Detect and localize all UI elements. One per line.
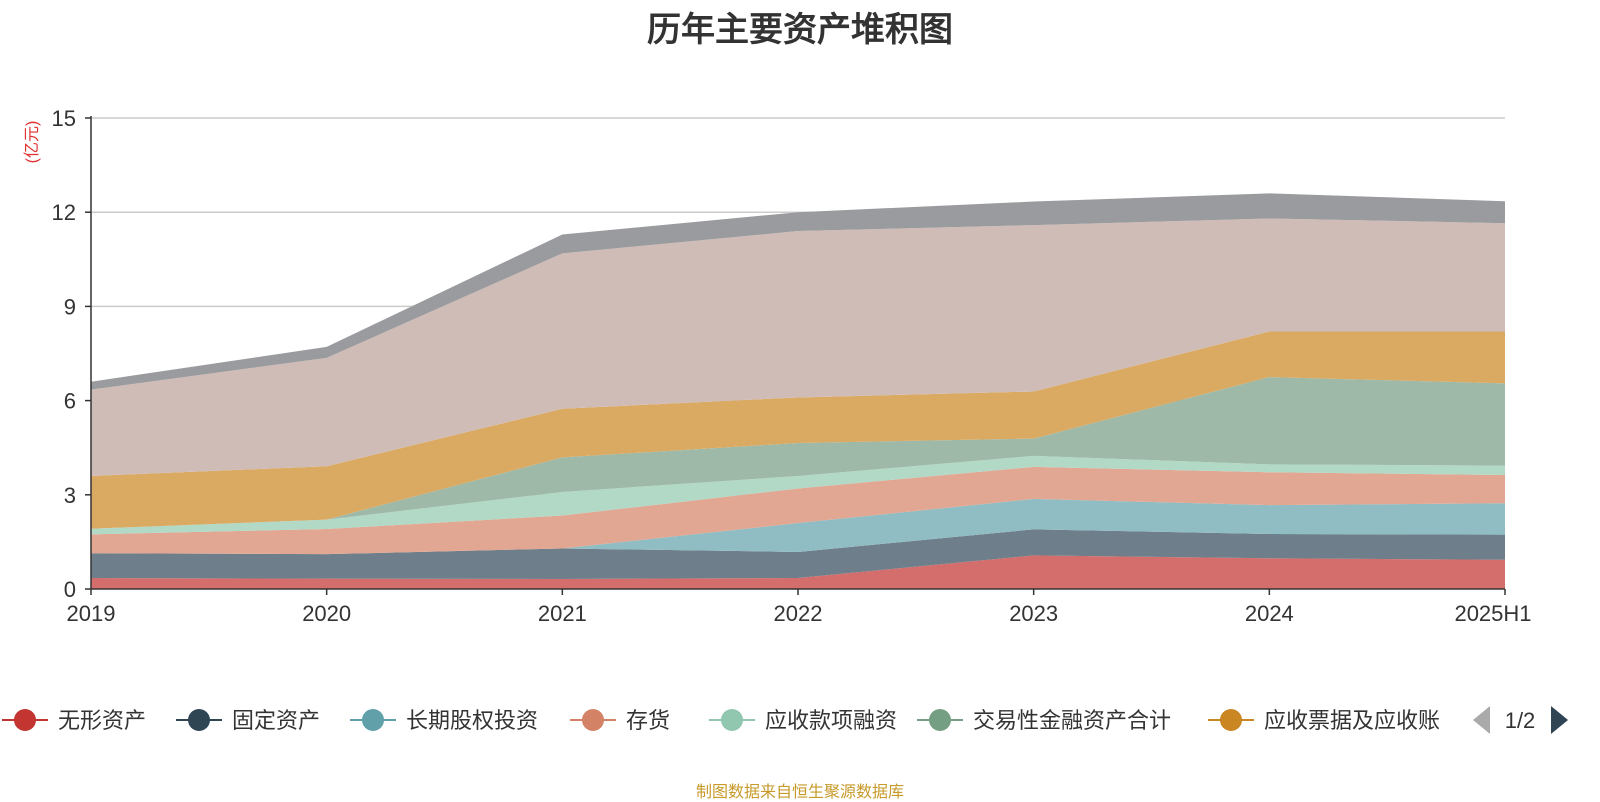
x-tick-label: 2020 (302, 601, 351, 626)
x-tick-label: 2019 (67, 601, 116, 626)
y-tick-label: 12 (52, 200, 76, 225)
legend-marker (1220, 709, 1242, 731)
legend-item-1[interactable]: 无形资产 (2, 708, 146, 733)
legend-item-5[interactable]: 应收款项融资 (709, 708, 897, 733)
legend-label: 存货 (626, 708, 670, 733)
legend: 无形资产 固定资产 长期股权投资 存货 应收款项融资 交易性金融资产合计 应收票据及应收账 1… (2, 706, 1568, 734)
legend-marker (362, 709, 384, 731)
legend-item-7[interactable]: 应收票据及应收账 (1208, 708, 1440, 733)
y-tick-label: 9 (64, 294, 76, 319)
y-tick-label: 3 (64, 483, 76, 508)
legend-item-4[interactable]: 存货 (570, 708, 670, 733)
legend-page-indicator: 1/2 (1505, 708, 1536, 733)
y-tick-label: 0 (64, 577, 76, 602)
legend-item-3[interactable]: 长期股权投资 (350, 708, 538, 733)
area-series-2 (91, 529, 1505, 579)
y-unit-label: (亿元) (23, 121, 41, 164)
y-tick-label: 15 (52, 106, 76, 131)
x-tick-label: 2022 (774, 601, 823, 626)
legend-label: 交易性金融资产合计 (973, 708, 1171, 733)
area-series-3 (91, 498, 1505, 555)
area-series-1 (91, 555, 1505, 589)
area-series-6 (91, 377, 1505, 529)
area-series-8 (91, 218, 1505, 476)
legend-label: 无形资产 (58, 708, 146, 733)
chart-title: 历年主要资产堆积图 (647, 10, 953, 50)
legend-next-page-icon[interactable] (1551, 706, 1568, 734)
legend-label: 应收款项融资 (765, 708, 897, 733)
axes: 0 3 6 9 12 15 2019 2020 2021 2022 2023 2024 2025H1 (52, 106, 1532, 626)
legend-item-2[interactable]: 固定资产 (176, 708, 320, 733)
legend-marker (188, 709, 210, 731)
legend-label: 应收票据及应收账 (1264, 708, 1440, 733)
area-series-9 (91, 193, 1505, 390)
x-tick-label: 2023 (1009, 601, 1058, 626)
legend-label: 长期股权投资 (406, 708, 538, 733)
legend-marker (721, 709, 743, 731)
legend-marker (929, 709, 951, 731)
legend-label: 固定资产 (232, 708, 320, 733)
legend-marker (14, 709, 36, 731)
x-tick-label: 2021 (538, 601, 587, 626)
legend-marker (582, 709, 604, 731)
area-series-7 (91, 331, 1505, 529)
area-series-5 (91, 455, 1505, 535)
x-tick-label: 2024 (1245, 601, 1294, 626)
source-note: 制图数据来自恒生聚源数据库 (695, 782, 904, 801)
x-tick-label: 2025H1 (1454, 601, 1531, 626)
legend-prev-page-icon[interactable] (1473, 706, 1490, 734)
area-series-layer (91, 193, 1505, 589)
y-tick-label: 6 (64, 389, 76, 414)
area-series-4 (91, 466, 1505, 555)
legend-item-6[interactable]: 交易性金融资产合计 (917, 708, 1171, 733)
